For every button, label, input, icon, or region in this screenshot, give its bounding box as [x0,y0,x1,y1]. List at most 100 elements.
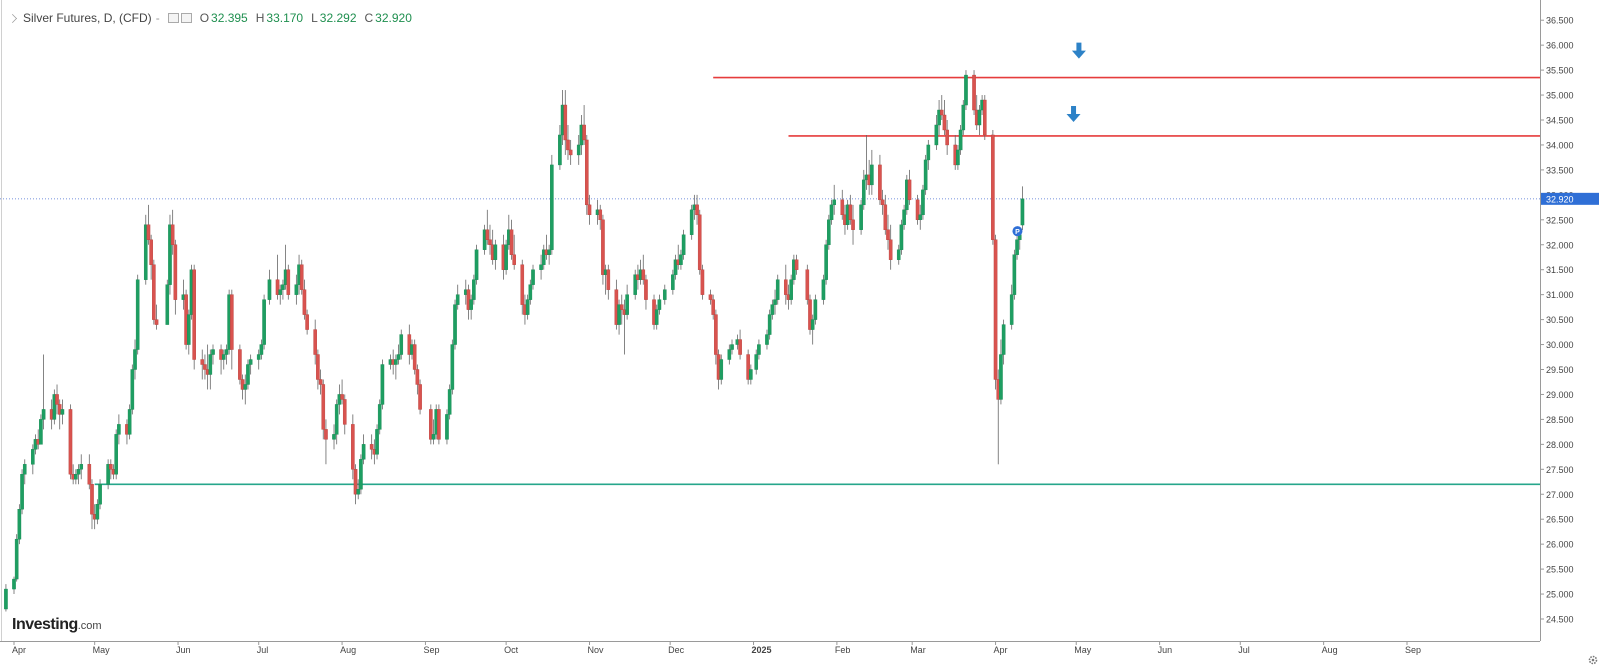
high-label: H [255,11,265,25]
candle-body-up [281,284,285,290]
candle-body-up [294,284,299,295]
candle [109,459,113,480]
candle-body-down [587,204,592,216]
candle [22,459,27,485]
candle [805,264,810,305]
candle [130,364,135,415]
symbol-name[interactable]: Silver Futures, D, (CFD) [23,11,152,25]
candle [598,204,603,230]
candle [396,344,401,365]
candle-body-down [883,204,888,230]
candle-body-up [60,409,65,415]
candle [767,309,772,340]
y-tick-label: 27.500 [1546,465,1574,475]
candle [133,339,137,380]
candle [539,254,543,280]
candle-body-down [173,244,178,300]
candle [671,269,675,295]
candle [878,154,882,205]
candle [168,214,172,295]
candle-body-down [342,399,347,425]
candle-body-down [305,314,309,330]
candle [810,314,815,345]
candle-body-down [794,259,799,270]
candle [528,279,533,305]
candle [576,134,581,165]
y-tick-label: 30.000 [1546,340,1574,350]
chevron-up-icon[interactable] [8,13,17,23]
y-tick-label: 26.500 [1546,515,1574,525]
candle-body-up [964,74,968,106]
candle-body-down [606,269,611,290]
candle-body-down [415,369,420,385]
candle [883,194,888,235]
candle [246,359,250,390]
candle-body-up [861,179,866,206]
y-tick-label: 25.000 [1546,590,1574,600]
candle [861,169,866,210]
candle-body-down [429,409,433,440]
gear-icon[interactable] [1588,655,1598,665]
low-label: L [311,11,318,25]
brand-logo: Investing.com [12,616,102,634]
candle [679,249,683,270]
candle [437,404,441,445]
y-tick-label: 27.000 [1546,490,1574,500]
last-price-badge: 32.920 [1541,192,1599,205]
settings-box-icon[interactable] [180,13,192,23]
candle [550,154,554,255]
open-label: O [199,11,210,25]
candle-body-down [888,239,893,260]
candle-body-down [55,394,59,405]
candle-body-up [39,419,43,445]
chart-legend: Silver Futures, D, (CFD) - O 32.395 H 33… [6,9,420,27]
candle [87,454,92,490]
legend-toggle-icons[interactable] [167,13,194,23]
candle [208,349,213,390]
candle [880,189,885,215]
candle-body-up [359,459,363,490]
candle-body-up [135,279,140,350]
candle [146,204,151,245]
candle-body-down [318,379,323,385]
candle-body-down [146,224,151,240]
candle [644,274,648,310]
candle [1009,284,1014,330]
candle [98,479,102,510]
candle [278,284,283,305]
candle-body-down [230,294,234,350]
candle [662,284,667,305]
candle [79,454,84,480]
candle-body-down [697,214,702,270]
candle-body-down [993,239,998,380]
candle [455,284,460,310]
candle [173,239,178,315]
y-tick-label: 29.000 [1546,390,1574,400]
candle-body-up [450,344,455,390]
candle [230,289,234,370]
close-value: 32.920 [375,11,412,25]
candle-body-down [90,484,94,515]
candle-body-down [840,199,845,216]
candle [808,294,812,335]
candle-body-up [541,249,546,265]
candle-body-up [775,279,780,300]
candle-body-up [576,144,581,156]
candle [907,169,912,205]
candle [547,244,551,265]
y-tick-label: 35.000 [1546,91,1574,101]
candle [415,364,420,395]
y-tick-label: 31.000 [1546,290,1574,300]
candle-body-down [783,279,788,295]
candle [1015,234,1019,260]
candle-body-down [351,424,355,470]
visibility-icon[interactable] [167,13,179,23]
candle [286,264,291,300]
candle [418,379,422,415]
candle-body-up [749,369,753,380]
candle [68,404,73,480]
p-marker-icon: P [1012,226,1023,237]
x-tick-label: Feb [835,645,851,655]
